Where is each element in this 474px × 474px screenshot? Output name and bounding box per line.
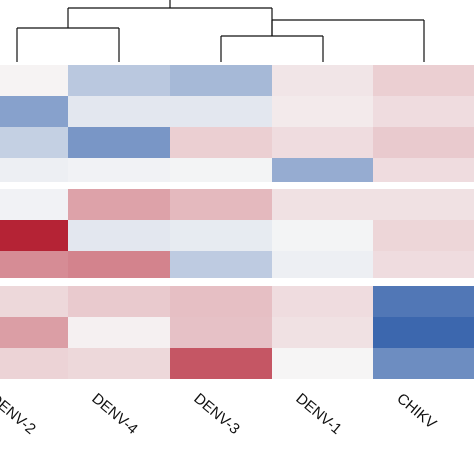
heatmap-cell-r1-denv-1 [272, 96, 374, 127]
column-label-denv-2: DENV-2 [0, 390, 39, 438]
heatmap-cell-r7-denv-2 [0, 286, 68, 317]
column-labels: DENV-2 DENV-4 DENV-3 DENV-1 CHIKV [0, 390, 439, 438]
heatmap-cell-r9-denv-1 [272, 348, 374, 379]
heatmap-cell-r9-chikv [373, 348, 474, 379]
heatmap-cell-r7-chikv [373, 286, 474, 317]
heatmap-cell-r2-denv-4 [68, 127, 170, 158]
heatmap-cell-r6-denv-3 [170, 251, 272, 282]
column-label-chikv: CHIKV [393, 390, 439, 432]
heatmap-cell-r4-denv-4 [68, 189, 170, 220]
heatmap-cell-r7-denv-3 [170, 286, 272, 317]
heatmap-cell-r8-denv-1 [272, 317, 374, 348]
heatmap-cell-r8-denv-4 [68, 317, 170, 348]
heatmap-cell-r8-chikv [373, 317, 474, 348]
heatmap-cell-r9-denv-3 [170, 348, 272, 379]
heatmap-cell-r5-denv-1 [272, 220, 374, 251]
heatmap-cell-r2-chikv [373, 127, 474, 158]
heatmap-cell-r9-denv-4 [68, 348, 170, 379]
heatmap-cell-r2-denv-3 [170, 127, 272, 158]
heatmap-cell-r4-denv-1 [272, 189, 374, 220]
heatmap-cell-r1-denv-4 [68, 96, 170, 127]
heatmap-cell-r1-denv-3 [170, 96, 272, 127]
heatmap-cell-r4-denv-3 [170, 189, 272, 220]
heatmap-cell-r5-denv-2 [0, 220, 68, 251]
heatmap-cell-r5-chikv [373, 220, 474, 251]
heatmap-cell-r5-denv-3 [170, 220, 272, 251]
heatmap-cell-r4-chikv [373, 189, 474, 220]
heatmap-cells [0, 65, 474, 379]
heatmap-cell-r6-denv-2 [0, 251, 68, 282]
heatmap-cell-r7-denv-4 [68, 286, 170, 317]
column-dendrogram [16, 0, 425, 62]
heatmap-cell-r6-chikv [373, 251, 474, 282]
heatmap-cell-r0-denv-1 [272, 65, 374, 96]
row-group-separator [0, 182, 474, 189]
column-label-denv-4: DENV-4 [88, 390, 140, 438]
heatmap-cell-r5-denv-4 [68, 220, 170, 251]
heatmap-cell-r2-denv-1 [272, 127, 374, 158]
heatmap-cell-r0-chikv [373, 65, 474, 96]
heatmap-cell-r0-denv-2 [0, 65, 68, 96]
row-group-separator [0, 278, 474, 286]
heatmap-cell-r9-denv-2 [0, 348, 68, 379]
heatmap-cell-r0-denv-3 [170, 65, 272, 96]
heatmap-cell-r6-denv-1 [272, 251, 374, 282]
heatmap-cell-r0-denv-4 [68, 65, 170, 96]
heatmap-cell-r2-denv-2 [0, 127, 68, 158]
column-label-denv-3: DENV-3 [190, 390, 242, 438]
heatmap-cell-r6-denv-4 [68, 251, 170, 282]
heatmap-cell-r7-denv-1 [272, 286, 374, 317]
heatmap-cell-r8-denv-3 [170, 317, 272, 348]
heatmap-cell-r1-denv-2 [0, 96, 68, 127]
heatmap-cell-r8-denv-2 [0, 317, 68, 348]
heatmap-cell-r1-chikv [373, 96, 474, 127]
column-label-denv-1: DENV-1 [292, 390, 344, 438]
heatmap-cell-r4-denv-2 [0, 189, 68, 220]
